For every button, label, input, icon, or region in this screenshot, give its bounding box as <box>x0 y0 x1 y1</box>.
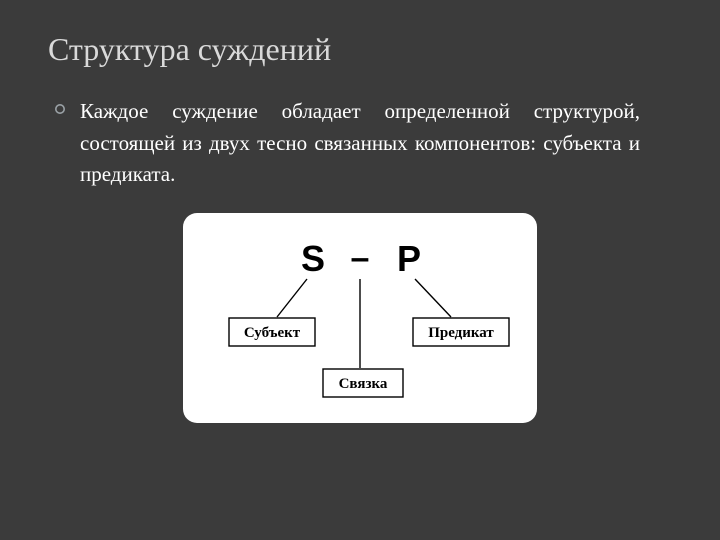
body-paragraph: Каждое суждение обладает определенной ст… <box>80 96 640 191</box>
slide-title: Структура суждений <box>48 30 672 68</box>
diagram-svg: S – P Субъект Связка Предикат <box>183 213 537 423</box>
slide: Структура суждений Каждое суждение облад… <box>0 0 720 540</box>
node-subject: Субъект <box>229 318 315 346</box>
edge-p <box>415 279 451 317</box>
formula-p: P <box>397 238 421 279</box>
node-predicate: Предикат <box>413 318 509 346</box>
bullet-icon <box>54 103 66 115</box>
node-predicate-label: Предикат <box>428 325 494 341</box>
diagram: S – P Субъект Связка Предикат <box>183 213 537 423</box>
body-row: Каждое суждение обладает определенной ст… <box>48 96 672 191</box>
node-connector-label: Связка <box>339 376 388 392</box>
formula-dash: – <box>351 239 370 277</box>
formula-s: S <box>301 238 325 279</box>
node-connector: Связка <box>323 369 403 397</box>
node-subject-label: Субъект <box>244 325 301 341</box>
edge-s <box>277 279 307 317</box>
